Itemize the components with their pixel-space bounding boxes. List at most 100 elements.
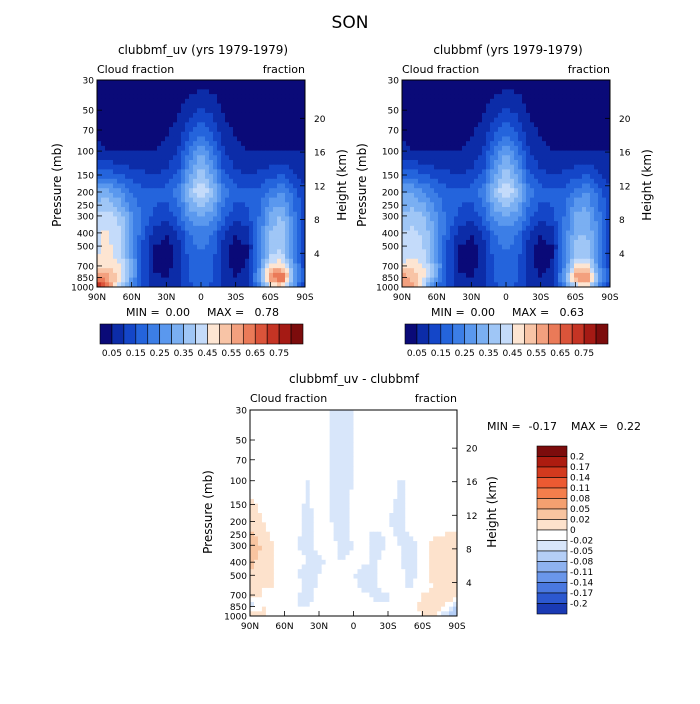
y-tick-label: 700	[77, 262, 94, 272]
heatmap-cell	[594, 132, 599, 137]
heatmap-cell	[562, 89, 567, 94]
heatmap-cell	[133, 207, 138, 212]
heatmap-cell	[285, 160, 290, 165]
heatmap-cell	[181, 160, 186, 165]
heatmap-cell	[570, 113, 575, 118]
heatmap-cell	[157, 240, 162, 245]
heatmap-cell	[269, 212, 274, 217]
heatmap-cell	[373, 415, 377, 420]
heatmap-cell	[550, 216, 555, 221]
heatmap-cell	[153, 89, 158, 94]
heatmap-cell	[542, 268, 547, 273]
heatmap-cell	[285, 155, 290, 160]
heatmap-cell	[502, 80, 507, 85]
heatmap-cell	[490, 235, 495, 240]
heatmap-cell	[602, 174, 607, 179]
heatmap-cell	[574, 231, 579, 236]
heatmap-cell	[265, 240, 270, 245]
heatmap-cell	[233, 249, 238, 254]
heatmap-cell	[482, 155, 487, 160]
heatmap-cell	[402, 216, 407, 221]
heatmap-cell	[602, 193, 607, 198]
heatmap-cell	[169, 104, 174, 109]
heatmap-cell	[233, 165, 238, 170]
heatmap-cell	[137, 263, 142, 268]
heatmap-cell	[261, 179, 266, 184]
heatmap-cell	[273, 151, 278, 156]
heatmap-cell	[458, 99, 463, 104]
heatmap-cell	[522, 268, 527, 273]
heatmap-cell	[510, 188, 515, 193]
heatmap-cell	[433, 410, 437, 415]
heatmap-cell	[145, 231, 150, 236]
heatmap-cell	[133, 193, 138, 198]
heatmap-cell	[265, 198, 270, 203]
heatmap-cell	[450, 118, 455, 123]
heatmap-cell	[470, 231, 475, 236]
heatmap-cell	[249, 278, 254, 283]
heatmap-cell	[514, 85, 519, 90]
heatmap-cell	[578, 151, 583, 156]
heatmap-cell	[241, 99, 246, 104]
heatmap-cell	[233, 221, 238, 226]
heatmap-cell	[129, 179, 134, 184]
heatmap-cell	[141, 165, 146, 170]
heatmap-cell	[289, 174, 294, 179]
heatmap-cell	[233, 155, 238, 160]
heatmap-cell	[482, 278, 487, 283]
heatmap-cell	[514, 259, 519, 264]
heatmap-cell	[121, 212, 126, 217]
heatmap-cell	[438, 169, 443, 174]
right-label: fraction	[415, 392, 457, 405]
heatmap-cell	[582, 221, 587, 226]
heatmap-cell	[554, 193, 559, 198]
heatmap-cell	[430, 259, 435, 264]
heatmap-cell	[554, 231, 559, 236]
heatmap-cell	[474, 155, 479, 160]
heatmap-cell	[257, 127, 262, 132]
heatmap-cell	[578, 207, 583, 212]
heatmap-cell	[438, 273, 443, 278]
heatmap-cell	[289, 231, 294, 236]
heatmap-cell	[422, 89, 427, 94]
heatmap-cell	[418, 160, 423, 165]
heatmap-cell	[141, 136, 146, 141]
heatmap-cell	[486, 85, 491, 90]
heatmap-cell	[193, 146, 198, 151]
heatmap-cell	[490, 165, 495, 170]
heatmap-cell	[261, 240, 266, 245]
heatmap-cell	[185, 132, 190, 137]
heatmap-cell	[177, 160, 182, 165]
heatmap-cell	[181, 165, 186, 170]
heatmap-cell	[225, 231, 230, 236]
heatmap-cell	[438, 165, 443, 170]
heatmap-cell	[269, 122, 274, 127]
heatmap-cell	[490, 179, 495, 184]
heatmap-cell	[454, 165, 459, 170]
heatmap-cell	[562, 259, 567, 264]
heatmap-cell	[273, 108, 278, 113]
heatmap-cell	[197, 146, 202, 151]
heatmap-cell	[385, 410, 389, 415]
heatmap-cell	[141, 179, 146, 184]
heatmap-cell	[406, 259, 411, 264]
heatmap-cells	[97, 80, 306, 288]
heatmap-cell	[422, 278, 427, 283]
heatmap-cell	[181, 226, 186, 231]
heatmap-cell	[217, 212, 222, 217]
heatmap-cell	[249, 136, 254, 141]
heatmap-cell	[245, 127, 250, 132]
heatmap-cell	[185, 146, 190, 151]
heatmap-cell	[446, 216, 451, 221]
heatmap-cell	[494, 240, 499, 245]
heatmap-cell	[249, 104, 254, 109]
heatmap-cell	[466, 99, 471, 104]
heatmap-cell	[101, 226, 106, 231]
heatmap-cell	[133, 254, 138, 259]
heatmap-cell	[486, 160, 491, 165]
heatmap-cell	[494, 99, 499, 104]
heatmap-cell	[229, 85, 234, 90]
heatmap-cell	[598, 118, 603, 123]
heatmap-cell	[418, 263, 423, 268]
heatmap-cell	[566, 259, 571, 264]
